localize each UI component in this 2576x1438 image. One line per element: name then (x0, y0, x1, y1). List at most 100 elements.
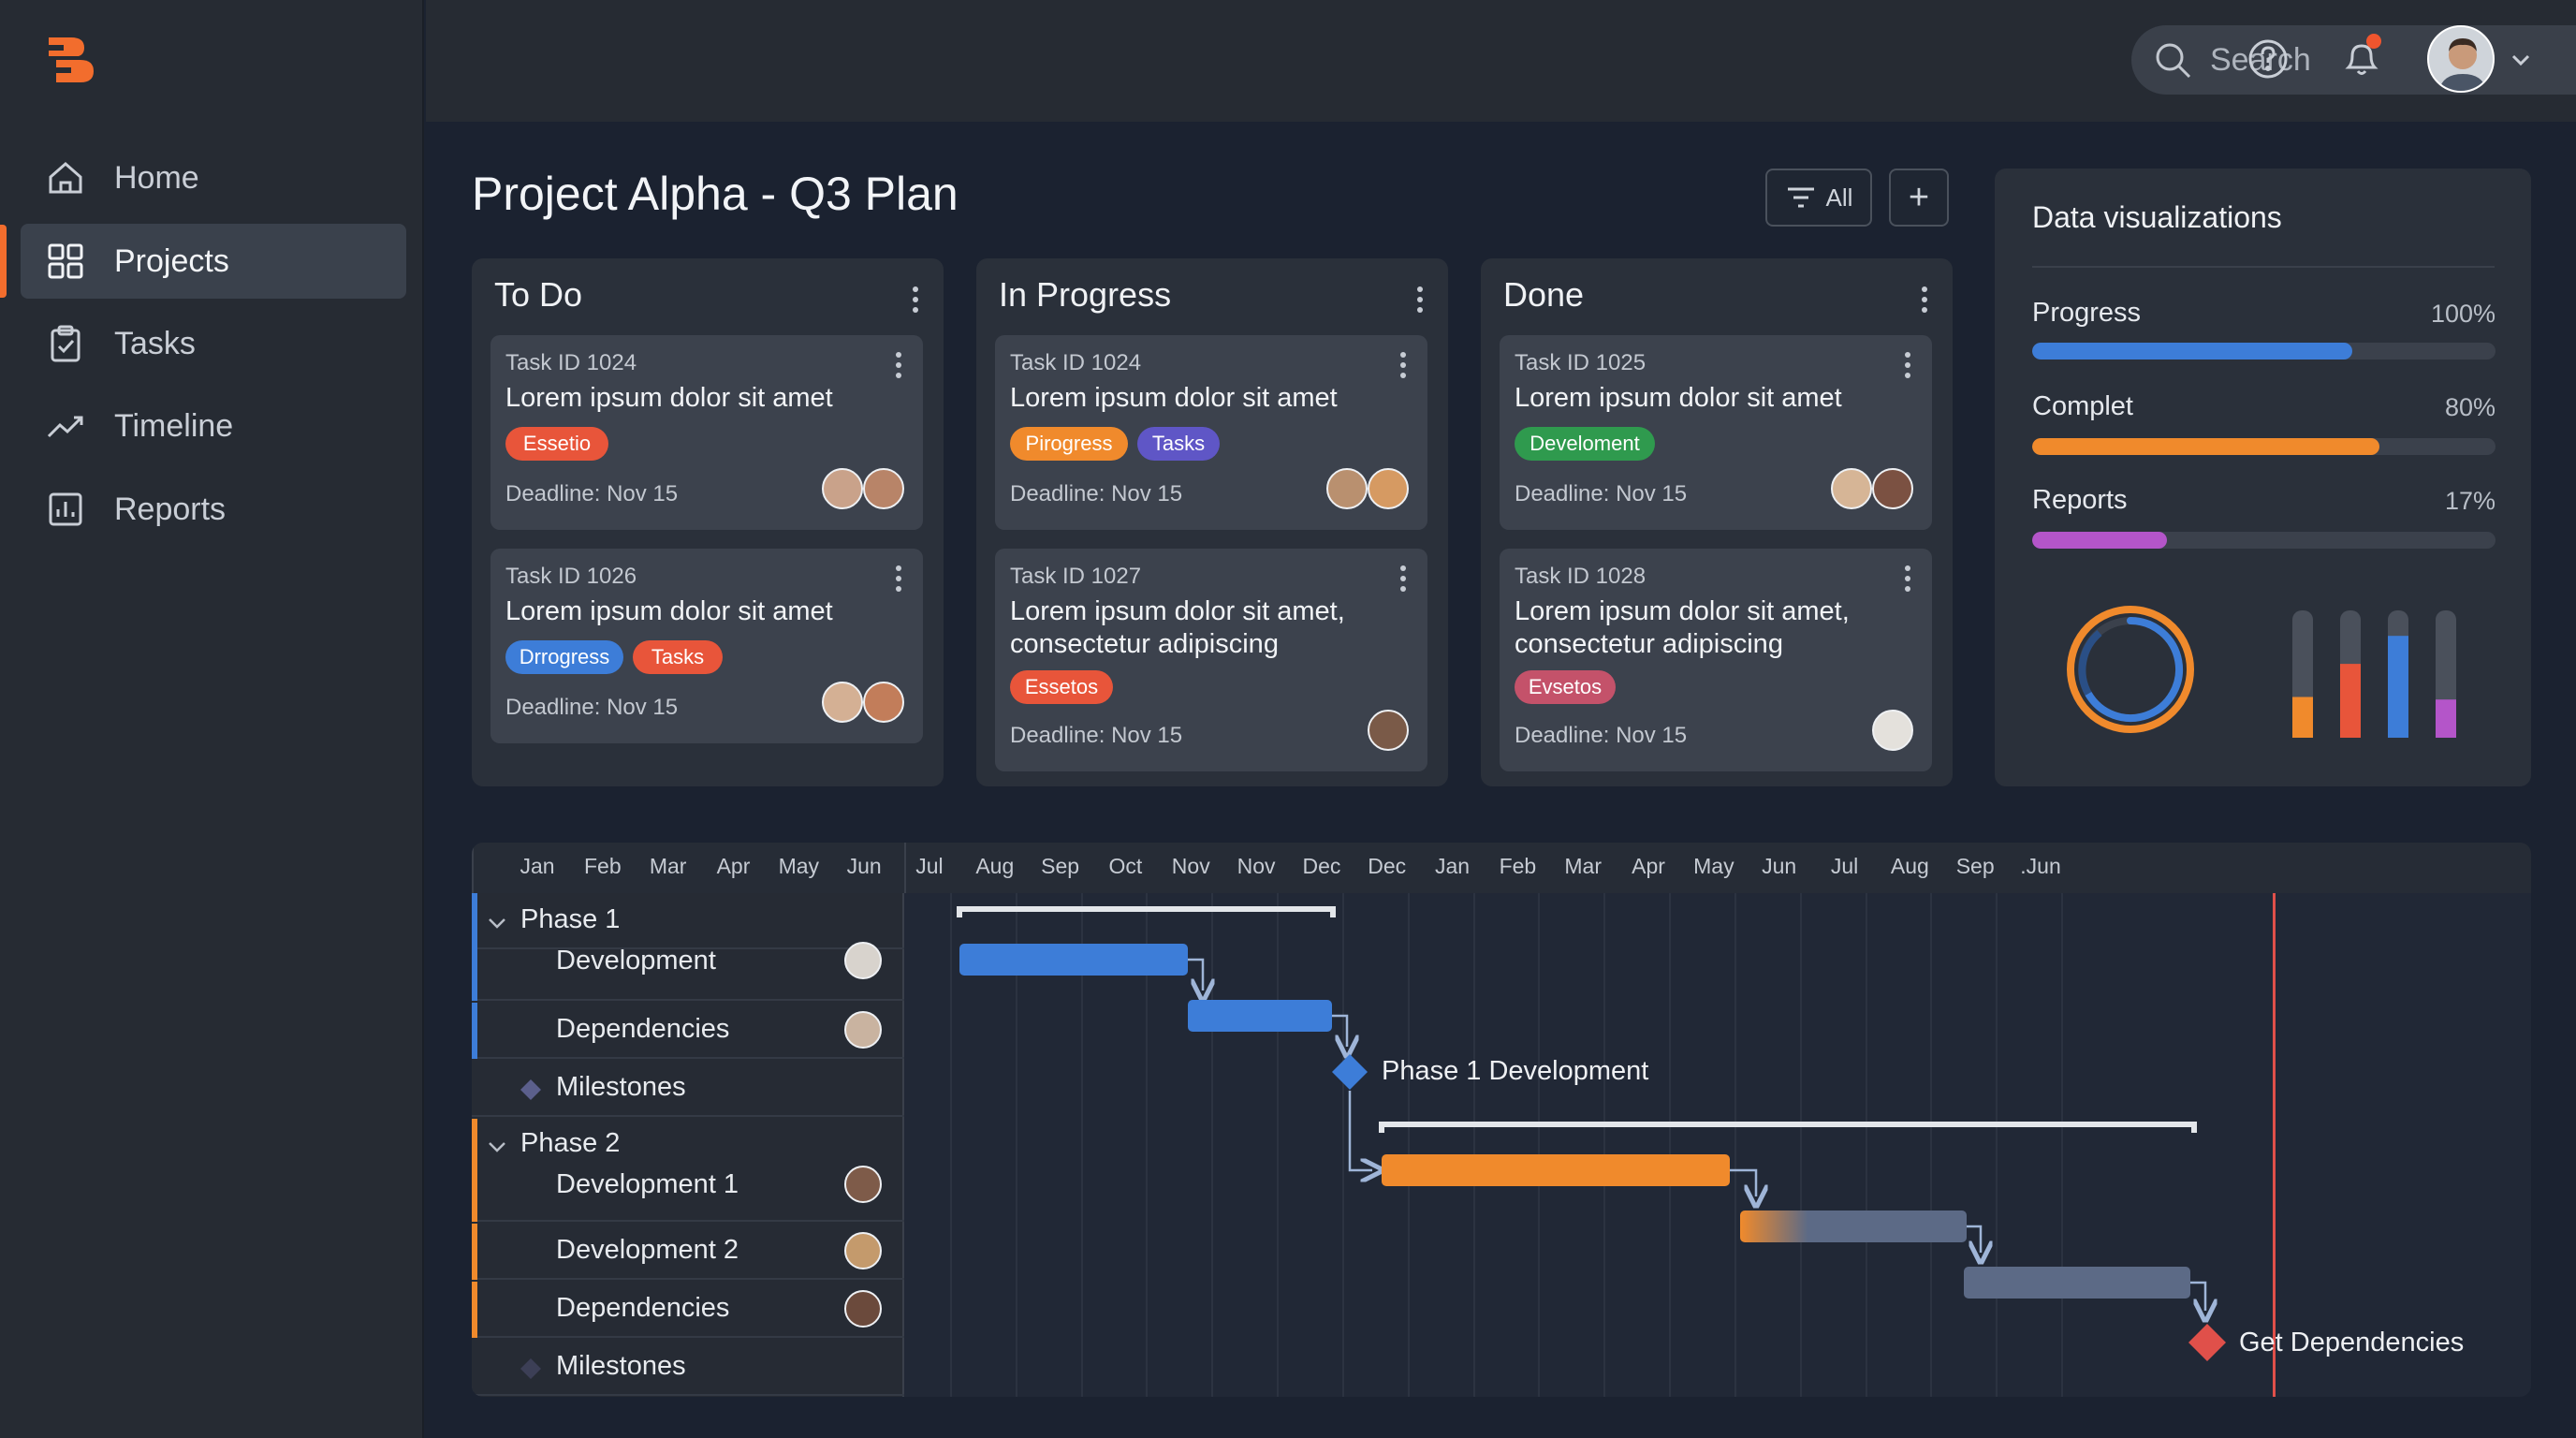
assignee-avatar[interactable] (1368, 710, 1409, 751)
mini-column-bar (2388, 636, 2408, 738)
gantt-row-milestones-2[interactable]: Milestones (472, 1340, 904, 1396)
phase-color-stripe (472, 1282, 477, 1338)
milestone-diamond[interactable] (1332, 1054, 1368, 1090)
card-menu-icon[interactable] (1898, 346, 1917, 384)
dependency-arrow (1348, 1091, 1372, 1170)
gantt-grid-line (1603, 893, 1606, 1397)
add-button[interactable]: + (1889, 169, 1949, 227)
gantt-month-header: Jan Feb Mar Apr May Jun Jul Aug Sep Oct Nov Nov Dec D… (472, 843, 2531, 893)
task-tag[interactable]: Drrogress (505, 640, 623, 674)
data-visualizations-panel: Data visualizations Progress 100% Comple… (1995, 169, 2531, 786)
search-bar[interactable] (2131, 25, 2576, 95)
nav-item-reports[interactable]: Reports (21, 472, 406, 547)
app-logo[interactable] (43, 32, 99, 88)
task-bar-development-1[interactable] (1382, 1154, 1730, 1186)
help-icon[interactable] (2247, 37, 2290, 81)
task-tag[interactable]: Develoment (1515, 427, 1655, 461)
notifications-button[interactable] (2335, 32, 2388, 84)
assignee-avatar[interactable] (844, 1232, 882, 1269)
column-menu-icon[interactable] (1411, 281, 1429, 318)
assignee-avatar[interactable] (1872, 468, 1913, 509)
task-title: Lorem ipsum dolor sit amet (505, 596, 833, 626)
progress-value: 100% (2430, 300, 2496, 328)
assignee-avatar[interactable] (822, 468, 863, 509)
column-menu-icon[interactable] (906, 281, 925, 318)
gantt-row-development-2[interactable]: Development 2 (472, 1224, 904, 1280)
task-tag[interactable]: Essetos (1010, 670, 1113, 704)
milestone-diamond[interactable] (2188, 1324, 2226, 1361)
card-menu-icon[interactable] (1394, 346, 1412, 384)
task-bar-development-2[interactable] (1740, 1211, 1967, 1242)
assignee-avatar[interactable] (863, 682, 904, 723)
gantt-row-development[interactable]: Development (472, 893, 904, 1001)
assignee-avatar[interactable] (863, 468, 904, 509)
card-menu-icon[interactable] (889, 560, 908, 597)
phase-color-stripe (472, 1003, 477, 1059)
assignee-avatar[interactable] (1368, 468, 1409, 509)
gantt-month-label: Jan (520, 854, 555, 878)
gantt-month-label: Nov (1171, 854, 1210, 878)
assignee-avatar[interactable] (844, 942, 882, 979)
assignee-avatar[interactable] (1326, 468, 1368, 509)
task-card[interactable]: Task ID 1026 Lorem ipsum dolor sit amet … (490, 549, 923, 743)
assignee-avatar[interactable] (822, 682, 863, 723)
nav-item-projects[interactable]: Projects (21, 224, 406, 299)
assignee-avatar[interactable] (1872, 710, 1913, 751)
active-nav-indicator (0, 225, 7, 298)
nav-item-tasks[interactable]: Tasks (21, 306, 406, 381)
column-menu-icon[interactable] (1915, 281, 1934, 318)
assignee-avatar[interactable] (1831, 468, 1872, 509)
chevron-down-icon[interactable] (2510, 49, 2532, 71)
gantt-group-phase1[interactable]: Phase 1 (472, 893, 904, 949)
chevron-down-icon[interactable] (487, 916, 507, 931)
task-deadline: Deadline: Nov 15 (1010, 723, 1183, 748)
dependency-arrow (1332, 1014, 1347, 1047)
task-card[interactable]: Task ID 1025 Lorem ipsum dolor sit amet … (1500, 335, 1932, 530)
task-card[interactable]: Task ID 1028 Lorem ipsum dolor sit amet,… (1500, 549, 1932, 771)
phase-color-stripe (472, 893, 477, 1001)
task-bar-development[interactable] (959, 944, 1188, 976)
task-tag[interactable]: Pirogress (1010, 427, 1128, 461)
card-menu-icon[interactable] (889, 346, 908, 384)
gantt-grid-line (949, 893, 952, 1397)
gantt-month-label: Jul (1830, 854, 1859, 878)
gantt-grid-line (1865, 893, 1867, 1397)
assignee-avatar[interactable] (844, 1011, 882, 1049)
task-tag[interactable]: Tasks (1137, 427, 1220, 461)
task-card[interactable]: Task ID 1024 Lorem ipsum dolor sit amet … (490, 335, 923, 530)
gantt-month-label: Feb (1499, 854, 1537, 878)
mini-column-bar (2436, 699, 2456, 738)
home-icon (45, 157, 86, 198)
filter-label: All (1825, 183, 1853, 212)
gantt-month-label: Jan (1435, 854, 1471, 878)
task-card[interactable]: Task ID 1024 Lorem ipsum dolor sit amet … (995, 335, 1427, 530)
user-avatar[interactable] (2427, 25, 2495, 93)
chevron-down-icon[interactable] (487, 1139, 507, 1154)
task-deadline: Deadline: Nov 15 (505, 481, 679, 506)
task-bar-dependencies-2[interactable] (1964, 1267, 2190, 1299)
task-bar-dependencies[interactable] (1188, 1000, 1332, 1032)
gantt-group-phase2[interactable]: Phase 2 Development 1 (472, 1119, 904, 1222)
assignee-avatar[interactable] (844, 1290, 882, 1328)
column-todo: To Do Task ID 1024 Lorem ipsum dolor sit… (472, 258, 944, 786)
phase-color-stripe (472, 1224, 477, 1280)
gantt-row-label: Milestones (556, 1351, 686, 1381)
task-tag[interactable]: Evsetos (1515, 670, 1616, 704)
nav-item-timeline[interactable]: Timeline (21, 389, 406, 463)
task-card[interactable]: Task ID 1027 Lorem ipsum dolor sit amet,… (995, 549, 1427, 771)
milestone-label: Phase 1 Development (1382, 1056, 1649, 1086)
nav-item-home[interactable]: Home (21, 140, 406, 215)
gantt-row-milestones[interactable]: Milestones (472, 1061, 904, 1117)
gantt-grid-line (1341, 893, 1344, 1397)
gantt-row-dependencies[interactable]: Dependencies (472, 1003, 904, 1059)
filter-button[interactable]: All (1765, 169, 1872, 227)
task-tag[interactable]: Tasks (633, 640, 723, 674)
gantt-row-dependencies-2[interactable]: Dependencies (472, 1282, 904, 1338)
assignee-avatar[interactable] (844, 1166, 882, 1203)
task-deadline: Deadline: Nov 15 (1515, 481, 1688, 506)
card-menu-icon[interactable] (1898, 560, 1917, 597)
task-tag[interactable]: Essetio (505, 427, 608, 461)
task-title: Lorem ipsum dolor sit amet (505, 383, 833, 413)
progress-label: Complet (2032, 391, 2133, 421)
card-menu-icon[interactable] (1394, 560, 1412, 597)
